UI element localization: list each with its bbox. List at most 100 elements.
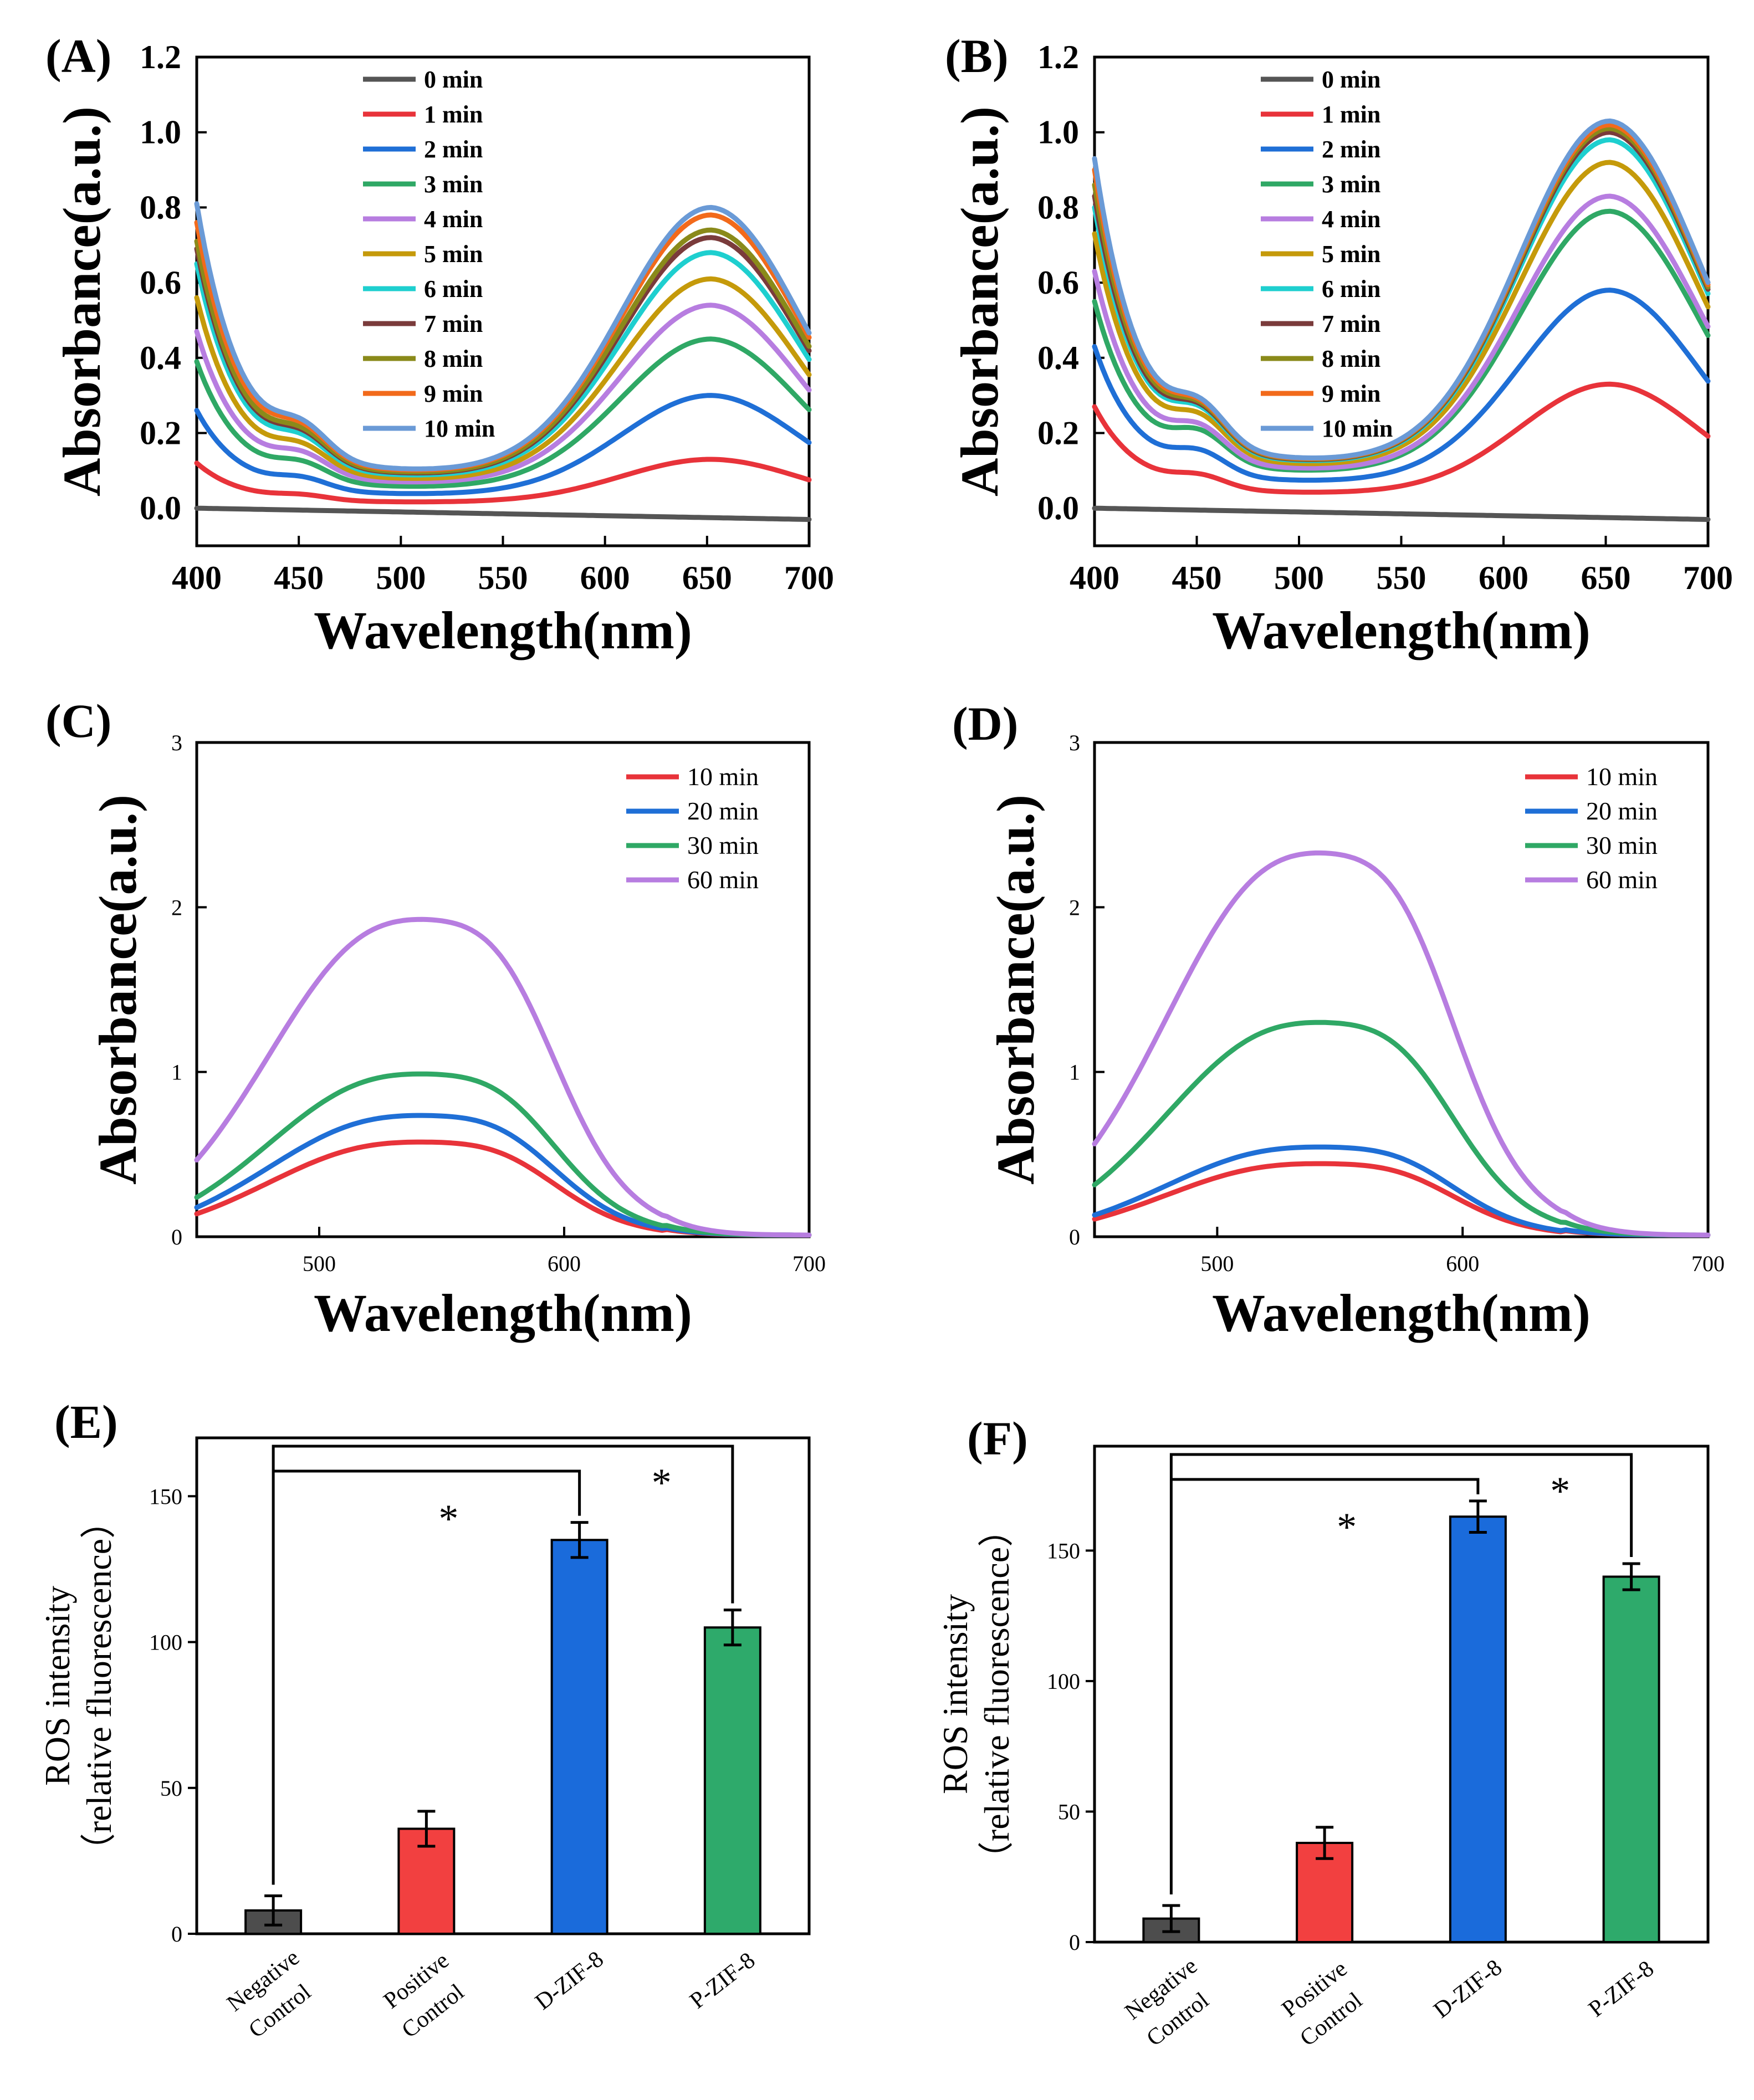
panel-label: (B) bbox=[945, 29, 1009, 83]
bar-2 bbox=[1449, 1515, 1507, 1944]
legend-label: 10 min bbox=[1322, 415, 1393, 442]
legend-label: 0 min bbox=[1322, 66, 1380, 93]
significance-bracket bbox=[1169, 1453, 1633, 1895]
y-axis-label: ROS intensity bbox=[38, 1586, 77, 1786]
x-tick-label: 450 bbox=[274, 560, 324, 596]
y-tick-label: 0.2 bbox=[140, 414, 181, 451]
y-tick-label: 1 bbox=[1069, 1060, 1080, 1085]
plot-frame bbox=[1093, 741, 1710, 1238]
legend-label: 30 min bbox=[1586, 831, 1658, 859]
series-line-8-min bbox=[194, 227, 812, 475]
y-axis-label: Absorbance(a.u.) bbox=[950, 106, 1009, 496]
x-axis-label: Wavelength(nm) bbox=[1212, 1283, 1591, 1343]
series-line-6-min bbox=[194, 250, 812, 478]
series-line-10-min bbox=[194, 201, 812, 472]
y-tick-label: 1 bbox=[171, 1060, 182, 1085]
panel-label: (E) bbox=[54, 1395, 118, 1448]
y-tick-label: 0 bbox=[1069, 1225, 1080, 1249]
legend-label: 6 min bbox=[424, 275, 483, 303]
panel-label: (C) bbox=[45, 694, 111, 747]
y-tick-label: 1.2 bbox=[1037, 39, 1079, 75]
category-label: D-ZIF-8 bbox=[1429, 1955, 1507, 2024]
y-tick-label: 3 bbox=[1069, 730, 1080, 755]
series-line-5-min bbox=[1092, 160, 1711, 467]
series-line-60-min bbox=[194, 916, 812, 1238]
legend-label: 60 min bbox=[1586, 865, 1658, 894]
legend-label: 6 min bbox=[1322, 275, 1380, 303]
series-line-5-min bbox=[194, 276, 812, 481]
y-axis-label: （relative fluorescence） bbox=[977, 1512, 1016, 1877]
panel-b: (B) 400 450 500 550 600 650 700 0.0 0.2 0.4 0.6 0.8 1… bbox=[945, 29, 1733, 660]
legend-label: 20 min bbox=[687, 797, 759, 825]
x-axis-label: Wavelength(nm) bbox=[314, 1283, 692, 1343]
significance-star: * bbox=[438, 1497, 458, 1541]
series-line-20-min bbox=[1092, 1144, 1711, 1238]
panel-label: (D) bbox=[952, 697, 1018, 750]
significance-bracket bbox=[273, 1469, 581, 1516]
series-line-30-min bbox=[1092, 1020, 1711, 1238]
panel-label: (A) bbox=[45, 29, 111, 83]
y-tick-label: 0 bbox=[171, 1922, 182, 1947]
y-tick-label: 3 bbox=[171, 730, 182, 755]
y-tick-label: 0.0 bbox=[1037, 490, 1079, 526]
series-line-60-min bbox=[1092, 850, 1711, 1238]
legend-label: 2 min bbox=[424, 136, 483, 163]
y-tick-label: 1.0 bbox=[1037, 114, 1079, 151]
legend-label: 10 min bbox=[424, 415, 495, 442]
legend-label: 9 min bbox=[1322, 380, 1380, 407]
y-tick-label: 0.8 bbox=[140, 189, 181, 226]
legend-label: 7 min bbox=[424, 310, 483, 337]
y-tick-label: 100 bbox=[1047, 1669, 1080, 1694]
x-tick-label: 600 bbox=[1479, 560, 1528, 596]
legend-label: 10 min bbox=[1586, 762, 1658, 791]
significance-star: * bbox=[1337, 1505, 1357, 1549]
y-tick-label: 0.6 bbox=[1037, 264, 1079, 301]
plot-frame bbox=[195, 741, 811, 1238]
y-tick-label: 0.8 bbox=[1037, 189, 1079, 226]
x-tick-label: 500 bbox=[1200, 1251, 1234, 1276]
x-tick-label: 400 bbox=[1070, 560, 1119, 596]
legend-label: 4 min bbox=[424, 206, 483, 233]
panel-e: (E) 0 50 100 150 ROS intensity （relative fluor… bbox=[38, 1395, 811, 2043]
series-line-1-min bbox=[194, 457, 812, 505]
legend-label: 10 min bbox=[687, 762, 759, 791]
series-line-1-min bbox=[1092, 381, 1711, 495]
series-line-6-min bbox=[1092, 137, 1711, 463]
series-line-2-min bbox=[194, 393, 812, 496]
y-tick-label: 2 bbox=[1069, 895, 1080, 920]
x-tick-label: 650 bbox=[1581, 560, 1631, 596]
bar-3 bbox=[703, 1626, 761, 1935]
bar-3 bbox=[1602, 1575, 1660, 1944]
legend-label: 3 min bbox=[424, 171, 483, 198]
bar-2 bbox=[550, 1539, 608, 1935]
x-tick-label: 600 bbox=[548, 1251, 581, 1276]
x-tick-label: 700 bbox=[792, 1251, 826, 1276]
series-line-3-min bbox=[1092, 208, 1711, 473]
y-tick-label: 150 bbox=[149, 1484, 182, 1509]
series-line-4-min bbox=[194, 303, 812, 485]
y-tick-label: 1.2 bbox=[140, 39, 181, 75]
significance-bracket bbox=[1171, 1478, 1480, 1494]
legend-label: 2 min bbox=[1322, 136, 1380, 163]
legend-label: 7 min bbox=[1322, 310, 1380, 337]
significance-star: * bbox=[1550, 1469, 1570, 1513]
category-label: D-ZIF-8 bbox=[530, 1947, 608, 2015]
series-line-10-min bbox=[1092, 118, 1711, 460]
panel-d: (D) 500 600 700 0 1 2 3 Wavelength(nm) Absorbance… bbox=[952, 697, 1725, 1343]
y-tick-label: 0.6 bbox=[140, 264, 181, 301]
panel-label: (F) bbox=[967, 1412, 1028, 1465]
series-line-3-min bbox=[194, 336, 812, 489]
series-line-0-min bbox=[194, 505, 812, 522]
x-tick-label: 650 bbox=[682, 560, 732, 596]
x-tick-label: 500 bbox=[1274, 560, 1324, 596]
x-tick-label: 500 bbox=[303, 1251, 336, 1276]
series-line-0-min bbox=[1092, 505, 1711, 522]
y-tick-label: 1.0 bbox=[140, 114, 181, 151]
legend-label: 0 min bbox=[424, 66, 483, 93]
x-tick-label: 600 bbox=[580, 560, 630, 596]
y-tick-label: 0.4 bbox=[1037, 340, 1079, 376]
legend-label: 5 min bbox=[424, 240, 483, 268]
plot-frame bbox=[195, 1436, 811, 1935]
legend-label: 60 min bbox=[687, 865, 759, 894]
